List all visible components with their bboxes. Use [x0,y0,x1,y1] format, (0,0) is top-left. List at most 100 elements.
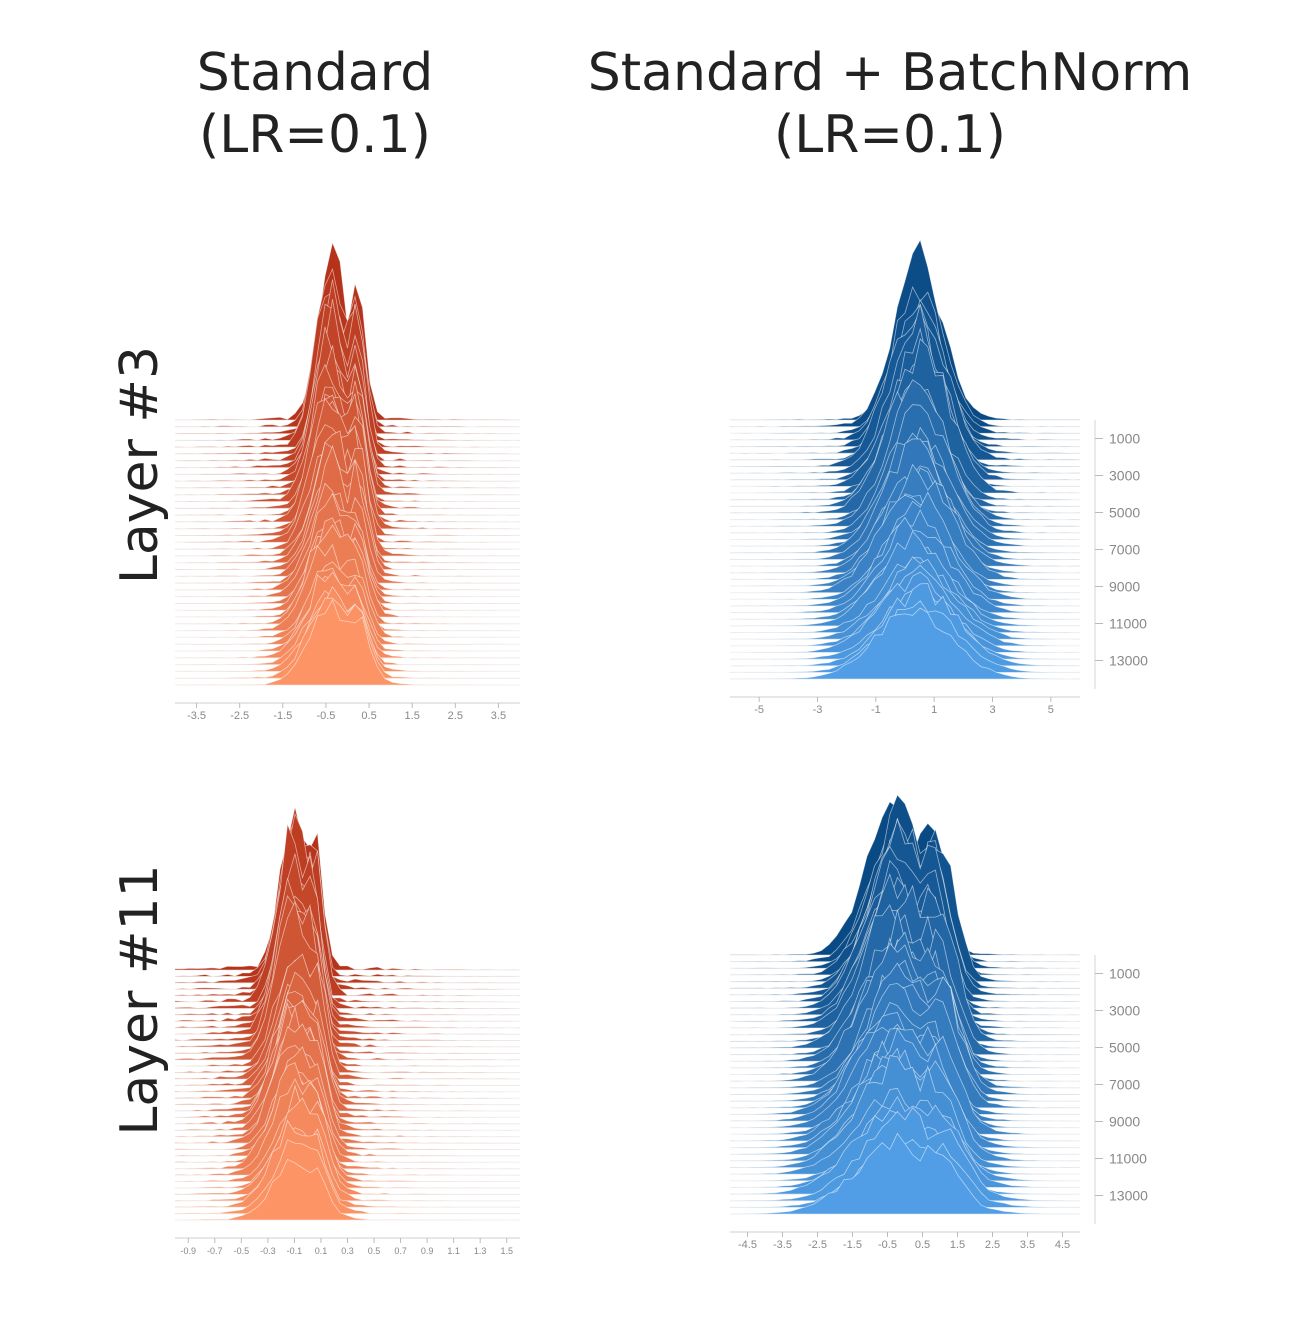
step-tick-label: 5000 [1109,505,1140,521]
step-tick-label: 9000 [1109,579,1140,595]
ridge-histogram [174,979,521,1093]
ridge-histogram [174,930,521,1054]
ridge-histogram [174,1097,521,1195]
step-tick-label: 1000 [1109,431,1140,447]
step-tick-label: 9000 [1109,1114,1140,1130]
row-label-layer-3: Layer #3 [110,345,170,585]
ridge-histogram [729,1132,1081,1215]
x-tick-label: 0.5 [368,1246,381,1256]
x-tick-label: -3 [813,704,823,716]
ridge-histogram [174,884,521,1016]
x-tick-label: 0.5 [915,1239,930,1251]
ridge-histogram [174,1002,521,1125]
x-tick-label: 1.5 [405,710,420,722]
x-tick-label: -0.1 [287,1246,303,1256]
x-tick-label: 2.5 [448,710,463,722]
ridge-histogram [175,1158,521,1221]
ridge-histogram [174,1044,521,1144]
step-tick-label: 13000 [1109,653,1148,669]
ridge-histogram [174,963,521,1067]
ridge-histogram [174,983,521,1086]
ridge-histogram [174,1005,521,1131]
x-tick-label: 0.9 [421,1246,434,1256]
ridge-histogram [174,598,520,686]
ridge-histogram [174,1119,521,1208]
step-tick-label: 7000 [1109,542,1140,558]
x-tick-label: -3.5 [187,710,206,722]
x-tick-label: 2.5 [985,1239,1000,1251]
ridge-histogram [729,607,1081,680]
x-tick-label: -2.5 [230,710,249,722]
ridge-histogram [174,1078,521,1176]
ridge-histogram [174,990,521,1106]
ridge-histogram [174,1084,521,1182]
x-tick-label: -1 [871,704,881,716]
x-tick-label: -5 [754,704,764,716]
ridge-histogram [174,1046,521,1150]
step-tick-label: 1000 [1109,966,1140,982]
ridge-histogram [174,895,521,1029]
ridge-histogram [174,877,521,1009]
ridge-histogram [174,824,521,1003]
step-tick-label: 11000 [1109,1151,1147,1167]
column-title-line1: Standard + BatchNorm [587,43,1193,103]
row-label-layer-11: Layer #11 [110,864,170,1136]
ridge-histogram [174,998,521,1112]
ridge-histogram [174,878,521,1035]
ridge-histogram [174,1139,521,1215]
x-tick-label: -0.7 [207,1246,223,1256]
x-tick-label: -0.5 [316,710,335,722]
x-tick-label: 3.5 [491,710,506,722]
step-tick-label: 13000 [1109,1188,1148,1204]
ridge-histogram [174,1070,521,1157]
x-tick-label: 4.5 [1055,1239,1070,1251]
x-tick-label: 3.5 [1020,1239,1035,1251]
x-tick-label: -4.5 [738,1239,757,1251]
x-tick-label: 1.5 [500,1246,513,1256]
x-tick-label: -0.5 [878,1239,897,1251]
x-tick-label: 0.1 [315,1246,328,1256]
ridgeline-panel-layer3-standard: -3.5 -2.5 -1.5 -0.5 0.5 1.5 2.5 3.5 [174,241,521,722]
ridge-histogram [174,907,521,1041]
ridge-histogram [174,1023,521,1138]
ridge-histogram [174,959,521,1073]
ridge-histogram [174,807,521,971]
x-tick-label: -3.5 [773,1239,792,1251]
ridge-histogram [174,820,521,977]
ridge-histogram [174,853,521,1022]
x-tick-label: 1.5 [950,1239,965,1251]
ridgeline-panel-layer3-batchnorm: -5 -3 -1 1 3 5 1000 3000 5000 7000 9000 11000 13000 [729,238,1148,716]
column-title-standard: Standard (LR=0.1) [140,42,490,166]
x-tick-label: 1.3 [474,1246,487,1256]
x-tick-label: 0.5 [361,710,376,722]
step-tick-label: 11000 [1109,616,1147,632]
step-tick-label: 3000 [1109,468,1140,484]
ridge-histogram [174,900,521,1061]
x-tick-label: 0.7 [394,1246,407,1256]
x-tick-label: -1.5 [843,1239,862,1251]
column-title-line1: Standard [196,43,434,103]
x-tick-label: -1.5 [273,710,292,722]
ridge-histogram [174,444,521,577]
column-title-batchnorm: Standard + BatchNorm (LR=0.1) [540,42,1240,166]
column-title-line2: (LR=0.1) [199,105,431,165]
x-tick-label: 1.1 [447,1246,460,1256]
ridgeline-panel-layer11-standard: -0.9 -0.7 -0.5 -0.3 -0.1 0.1 0.3 0.5 0.7 0.9 1.1 1.… [174,807,521,1256]
x-tick-label: 3 [989,704,995,716]
ridge-histogram [174,971,521,1099]
ridge-histogram [174,953,521,1080]
ridge-histogram [174,1113,521,1189]
x-tick-label: 1 [931,704,937,716]
x-tick-label: -0.3 [260,1246,276,1256]
ridge-histogram [174,894,521,1048]
x-tick-label: -0.9 [181,1246,197,1256]
x-tick-label: -2.5 [808,1239,827,1251]
x-tick-label: 0.3 [341,1246,354,1256]
ridge-histogram [174,812,521,997]
step-tick-label: 7000 [1109,1077,1140,1093]
step-tick-label: 3000 [1109,1003,1140,1019]
step-tick-label: 5000 [1109,1040,1140,1056]
ridgeline-panel-layer11-batchnorm: -4.5 -3.5 -2.5 -1.5 -0.5 0.5 1.5 2.5 3.5 4.5 1000 3… [729,794,1148,1251]
column-title-line2: (LR=0.1) [774,105,1006,165]
x-tick-label: -0.5 [234,1246,250,1256]
